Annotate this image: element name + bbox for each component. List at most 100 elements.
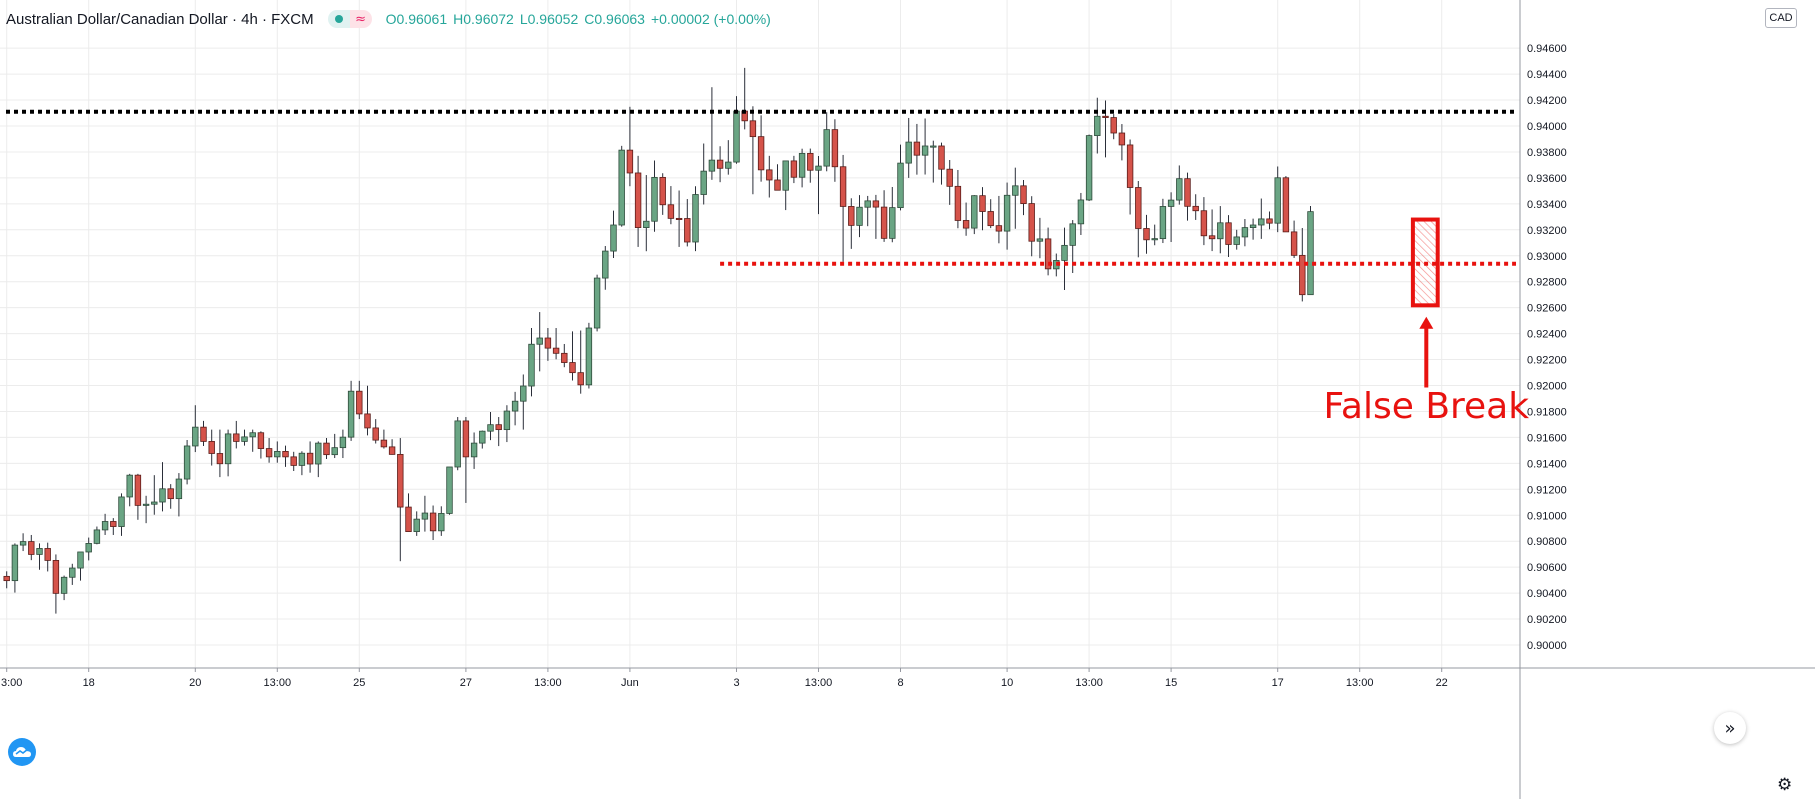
false-break-box xyxy=(1410,217,1440,308)
candle-up xyxy=(101,521,109,531)
candle-down xyxy=(216,453,224,465)
x-tick-label: 20 xyxy=(189,677,201,689)
candle-up xyxy=(85,543,92,553)
x-tick-label: 15 xyxy=(1165,677,1177,689)
candle-down xyxy=(962,220,970,229)
symbol-title[interactable]: Australian Dollar/Canadian Dollar · 4h ·… xyxy=(6,10,314,28)
candle-up xyxy=(118,496,125,527)
candle-up xyxy=(602,250,609,279)
currency-badge[interactable]: CAD xyxy=(1765,8,1797,28)
candle-up xyxy=(347,390,355,438)
y-tick-label: 0.92200 xyxy=(1527,355,1567,367)
candle-up xyxy=(815,165,822,171)
x-tick-label: 8 xyxy=(897,677,903,689)
x-tick-label: 17 xyxy=(1272,677,1284,689)
candle-down xyxy=(200,426,207,442)
candle-down xyxy=(569,362,576,374)
candle-down xyxy=(1020,185,1027,204)
y-tick-label: 0.92000 xyxy=(1527,381,1567,393)
candle-up xyxy=(421,512,429,520)
candle-up xyxy=(798,152,806,178)
candle-up xyxy=(610,224,617,252)
dot-icon[interactable] xyxy=(327,10,350,28)
y-tick-label: 0.91800 xyxy=(1527,406,1567,418)
x-tick-label: 13:00 xyxy=(1075,677,1103,689)
candle-up xyxy=(1151,238,1158,241)
candle-up xyxy=(930,145,937,148)
candle-down xyxy=(872,200,880,208)
x-tick-label: 18 xyxy=(83,677,95,689)
candle-down xyxy=(380,439,388,448)
candle-up xyxy=(249,432,256,438)
y-tick-label: 0.94600 xyxy=(1527,43,1567,55)
false-break-arrow-head xyxy=(1419,316,1434,329)
candle-up xyxy=(274,451,281,458)
y-tick-label: 0.93000 xyxy=(1527,251,1567,263)
x-tick-label: 27 xyxy=(460,677,472,689)
candle-up xyxy=(725,161,732,169)
candle-down xyxy=(995,225,1003,232)
symbol-header[interactable]: Australian Dollar/Canadian Dollar · 4h ·… xyxy=(6,8,777,30)
candle-down xyxy=(848,206,855,226)
x-tick-label: 22 xyxy=(1436,677,1448,689)
y-tick-label: 0.92800 xyxy=(1527,277,1567,289)
candle-down xyxy=(1118,132,1126,146)
candle-up xyxy=(1094,115,1101,137)
false-break-group: False Break xyxy=(1324,386,1530,427)
candle-up xyxy=(1061,244,1068,261)
indicator-toggles[interactable]: ≈ xyxy=(327,10,372,28)
x-tick-label: 3:00 xyxy=(1,677,22,689)
y-tick-label: 0.93200 xyxy=(1527,225,1567,237)
candle-up xyxy=(1077,199,1085,225)
candle-up xyxy=(1307,211,1314,296)
y-tick-label: 0.94400 xyxy=(1527,69,1567,81)
candle-down xyxy=(110,521,117,527)
x-tick-label: 3 xyxy=(733,677,739,689)
candle-down xyxy=(1044,238,1052,270)
candle-up xyxy=(315,442,322,465)
y-tick-label: 0.93400 xyxy=(1527,199,1567,211)
candle-up xyxy=(511,400,519,412)
candle-down xyxy=(388,446,396,455)
candle-down xyxy=(946,168,953,187)
y-tick-label: 0.90200 xyxy=(1527,614,1567,626)
candle-up xyxy=(142,503,150,506)
candle-up xyxy=(413,518,420,532)
candle-down xyxy=(282,451,289,458)
y-tick-label: 0.91600 xyxy=(1527,432,1567,444)
candle-down xyxy=(495,424,502,431)
candle-down xyxy=(634,172,642,228)
gear-icon[interactable]: ⚙ xyxy=(1777,775,1793,795)
y-tick-label: 0.90400 xyxy=(1527,588,1567,600)
candle-up xyxy=(733,110,740,163)
logo-cloud-shape xyxy=(13,747,31,757)
candle-up xyxy=(823,129,830,167)
change-value: +0.00002 (+0.00%) xyxy=(650,11,771,27)
y-tick-label: 0.90000 xyxy=(1527,640,1567,652)
candle-down xyxy=(429,512,437,532)
candle-up xyxy=(782,160,789,191)
candle-down xyxy=(831,129,839,168)
y-tick-label: 0.90600 xyxy=(1527,562,1567,574)
candle-up xyxy=(159,488,166,503)
candle-down xyxy=(684,218,691,243)
candle-up xyxy=(1274,177,1281,224)
candle-up xyxy=(856,206,863,226)
candle-up xyxy=(1003,194,1011,232)
candle-down xyxy=(774,179,781,191)
candle-down xyxy=(1110,117,1117,134)
candle-down xyxy=(561,352,568,363)
candle-down xyxy=(667,204,675,219)
tradingview-logo-icon[interactable] xyxy=(8,738,36,766)
x-tick-label: 13:00 xyxy=(264,677,292,689)
y-tick-label: 0.92600 xyxy=(1527,303,1567,315)
candle-up xyxy=(520,385,527,402)
chevrons-right-icon[interactable]: » xyxy=(1714,712,1746,744)
wave-icon[interactable]: ≈ xyxy=(349,10,372,28)
candle-down xyxy=(807,152,814,171)
candle-down xyxy=(1126,144,1134,188)
candle-down xyxy=(265,448,273,458)
candle-down xyxy=(1299,254,1306,296)
candle-down xyxy=(134,474,142,506)
